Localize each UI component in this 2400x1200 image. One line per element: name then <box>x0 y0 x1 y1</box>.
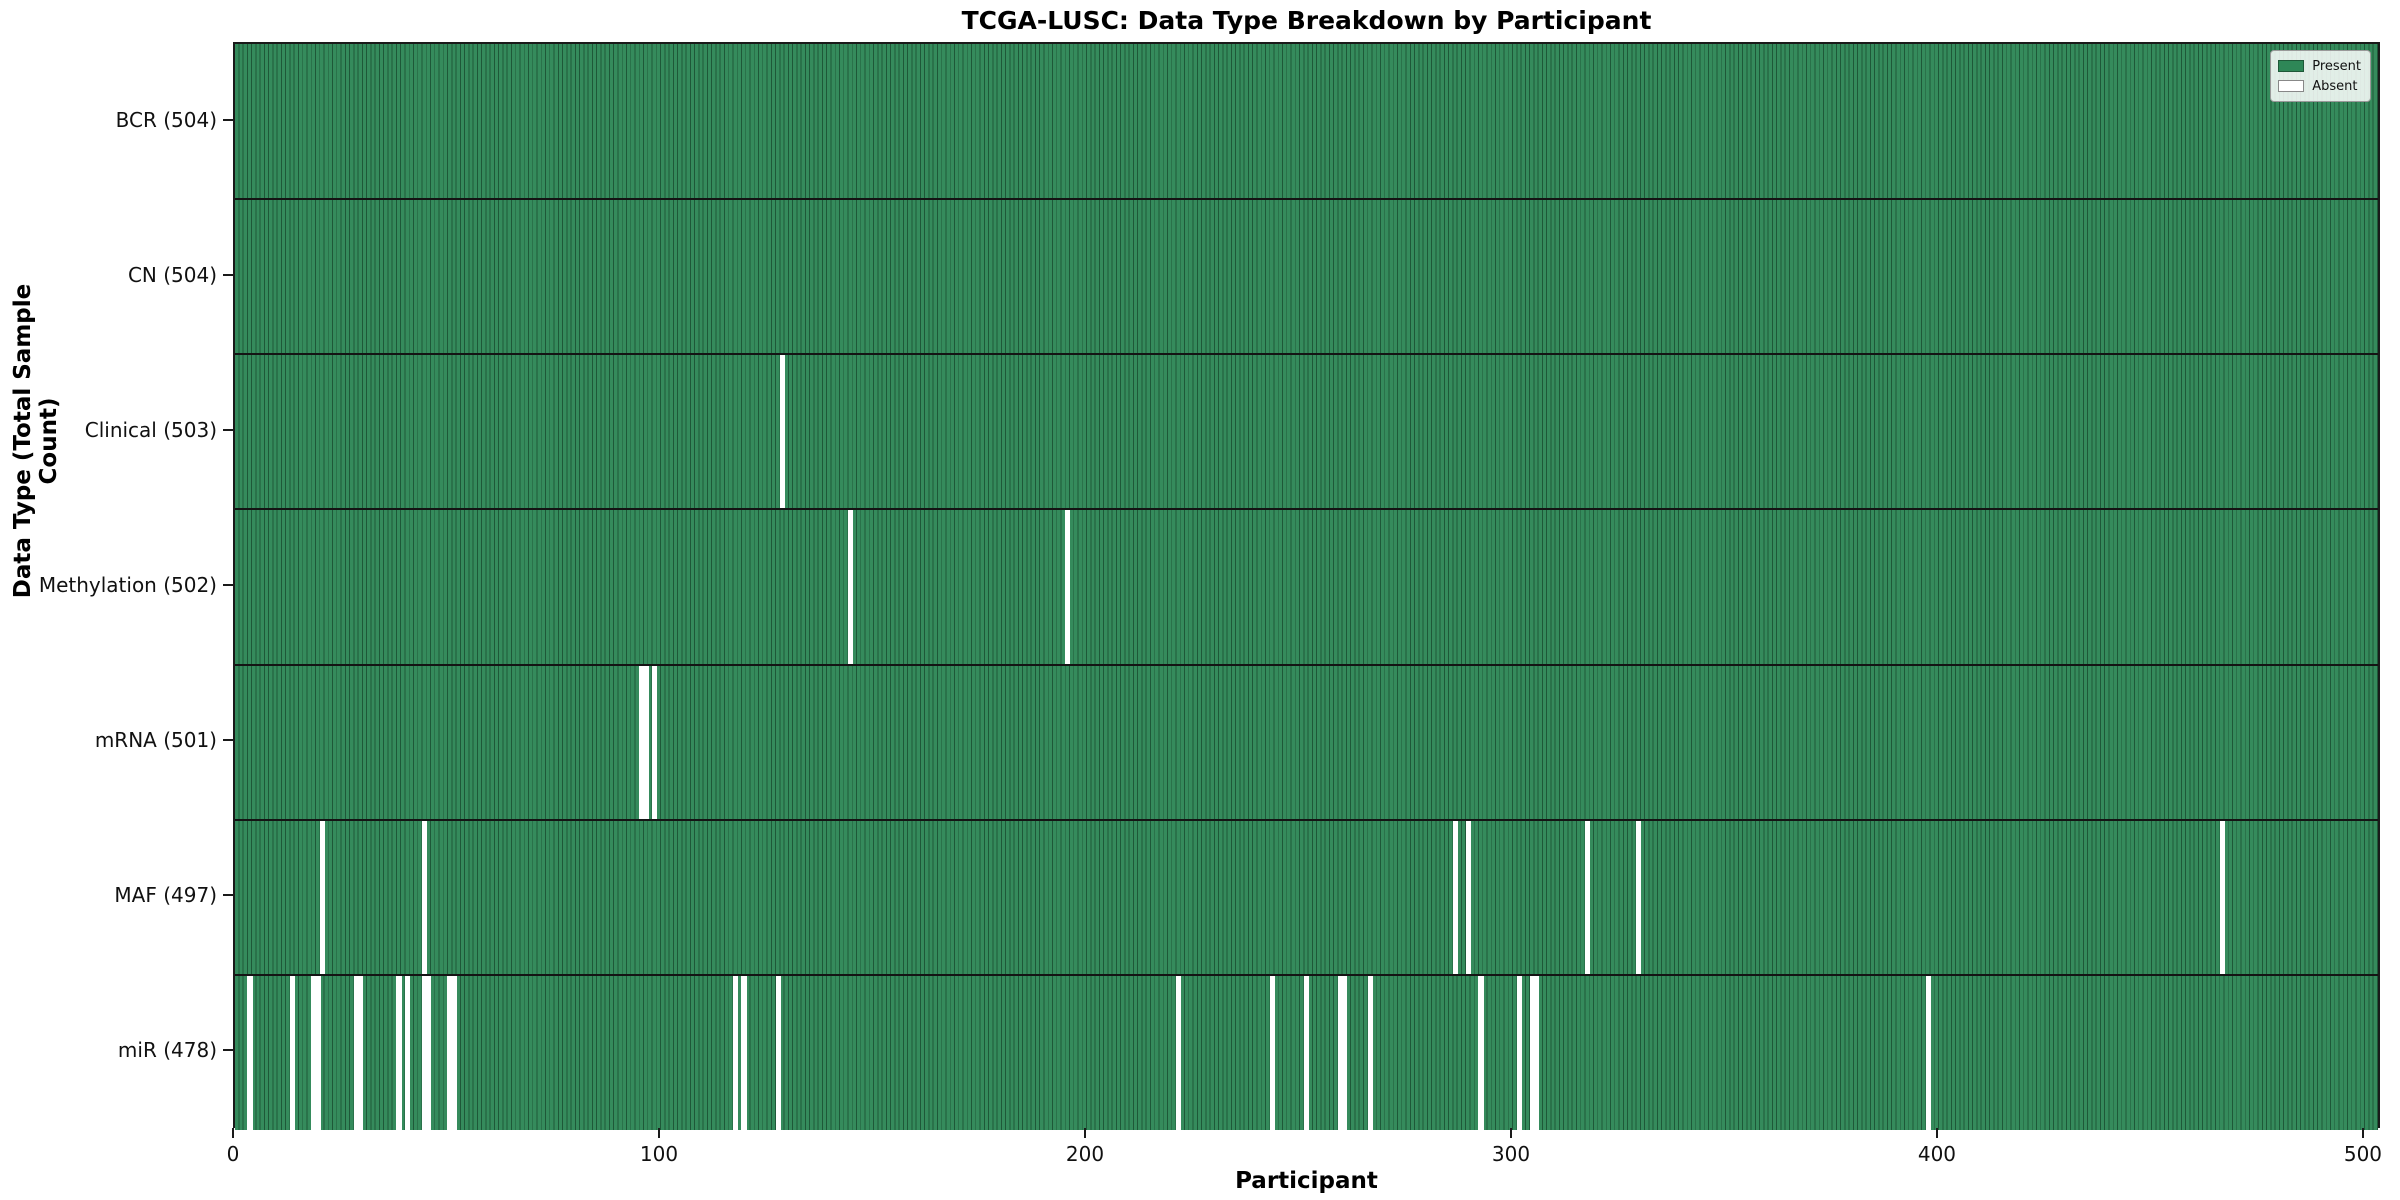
x-tick-label: 0 <box>226 1142 240 1166</box>
legend-entry-present: Present <box>2278 56 2361 76</box>
x-tick-mark <box>2361 1128 2364 1138</box>
heatmap-row-Clinical <box>235 354 2378 510</box>
absent-stripe <box>741 974 747 1130</box>
absent-stripe <box>1478 974 1484 1130</box>
absent-stripe <box>1465 819 1471 975</box>
row-separator <box>235 973 2378 976</box>
absent-stripe <box>421 974 428 1130</box>
absent-stripe <box>775 974 781 1130</box>
absent-stripe <box>1065 509 1071 665</box>
absent-stripe <box>289 974 296 1130</box>
y-tick-mark <box>223 118 233 121</box>
absent-stripe <box>1533 974 1540 1130</box>
absent-stripe <box>358 974 364 1130</box>
y-tick-mark <box>223 1049 233 1052</box>
absent-stripe <box>2219 819 2225 975</box>
x-tick-mark <box>657 1128 660 1138</box>
legend: Present Absent <box>2270 50 2371 102</box>
absent-stripe <box>396 974 402 1130</box>
x-tick-label: 100 <box>639 1142 679 1166</box>
absent-stripe <box>639 664 645 820</box>
heatmap-row-Methylation <box>235 509 2378 665</box>
absent-stripe <box>1516 974 1522 1130</box>
x-tick-label: 200 <box>1065 1142 1105 1166</box>
absent-stripe <box>447 974 453 1130</box>
row-separator <box>235 198 2378 201</box>
absent-stripe <box>426 974 432 1130</box>
row-separator <box>235 818 2378 821</box>
absent-stripe <box>451 974 457 1130</box>
legend-absent-label: Absent <box>2312 78 2358 94</box>
absent-stripe <box>1337 974 1344 1130</box>
x-tick-mark <box>1083 1128 1086 1138</box>
legend-entry-absent: Absent <box>2278 76 2361 96</box>
y-tick-mark <box>223 584 233 586</box>
absent-stripe <box>643 664 649 820</box>
absent-stripe <box>847 509 854 665</box>
x-tick-mark <box>1935 1128 1938 1138</box>
absent-stripe <box>732 974 739 1130</box>
y-tick-mark <box>223 739 233 742</box>
heatmap-row-miR <box>235 974 2378 1130</box>
absent-stripe <box>1269 974 1275 1130</box>
y-tick-mark <box>223 894 233 897</box>
absent-stripe <box>315 974 321 1130</box>
absent-stripe <box>247 974 253 1130</box>
y-tick-label: miR (478) <box>117 1038 217 1063</box>
plot-area: Present Absent <box>233 42 2380 1130</box>
row-separator <box>235 663 2378 666</box>
y-tick-label: Methylation (502) <box>38 573 217 597</box>
present-swatch-icon <box>2278 60 2305 72</box>
x-axis-label: Participant <box>1235 1168 1378 1194</box>
heatmap-row-MAF <box>235 819 2378 975</box>
y-tick-mark <box>223 428 233 431</box>
absent-stripe <box>404 974 411 1130</box>
absent-stripe <box>421 819 428 975</box>
row-separator <box>235 508 2378 511</box>
row-separator <box>235 353 2378 356</box>
absent-stripe <box>779 354 786 510</box>
absent-stripe <box>311 974 317 1130</box>
x-tick-label: 300 <box>1491 1142 1531 1166</box>
absent-stripe <box>1925 974 1931 1130</box>
x-tick-mark <box>232 1128 234 1138</box>
absent-stripe <box>1367 974 1373 1130</box>
absent-stripe <box>1452 819 1459 975</box>
y-tick-label: mRNA (501) <box>94 728 217 753</box>
heatmap-row-BCR <box>235 44 2378 200</box>
y-tick-mark <box>223 273 233 276</box>
absent-stripe <box>651 664 658 820</box>
absent-stripe <box>1529 974 1535 1130</box>
absent-stripe <box>1584 819 1591 975</box>
absent-stripe <box>1175 974 1182 1130</box>
y-tick-label: MAF (497) <box>114 883 217 908</box>
absent-stripe <box>1636 819 1642 975</box>
absent-stripe <box>1342 974 1348 1130</box>
legend-present-label: Present <box>2312 58 2361 74</box>
heatmap-row-CN <box>235 199 2378 355</box>
absent-swatch-icon <box>2278 80 2305 92</box>
x-tick-mark <box>1509 1128 1512 1138</box>
y-tick-label: Clinical (503) <box>84 417 217 442</box>
heatmap-row-mRNA <box>235 664 2378 820</box>
absent-stripe <box>319 819 325 975</box>
absent-stripe <box>353 974 360 1130</box>
y-tick-label: BCR (504) <box>115 107 217 132</box>
chart-title: TCGA-LUSC: Data Type Breakdown by Partic… <box>961 6 1652 35</box>
x-tick-label: 500 <box>2343 1142 2383 1166</box>
y-tick-label: CN (504) <box>127 262 217 287</box>
x-tick-label: 400 <box>1917 1142 1957 1166</box>
absent-stripe <box>1303 974 1309 1130</box>
